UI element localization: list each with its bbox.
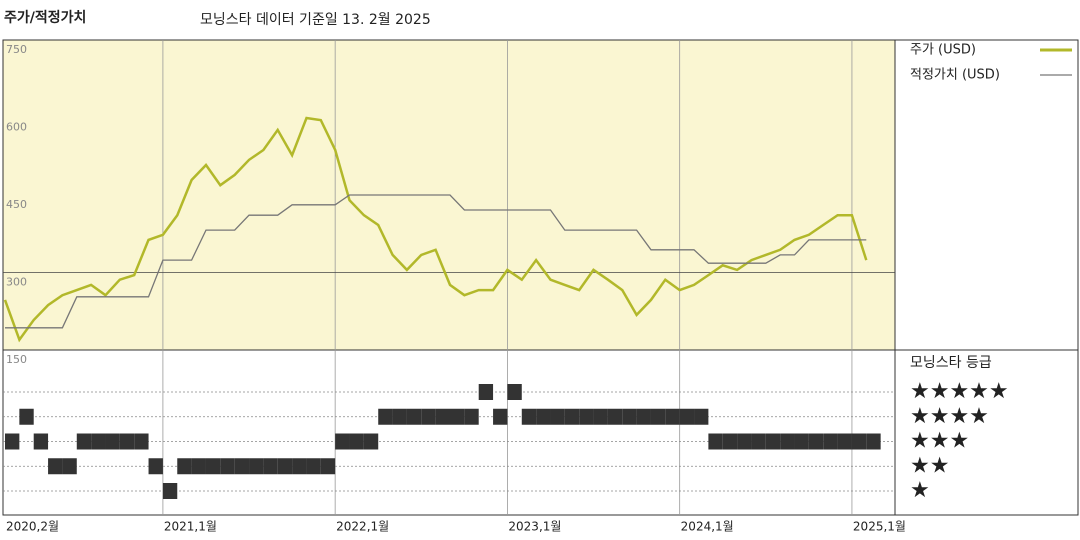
rating-bar bbox=[765, 433, 781, 450]
x-tick-label: 2023,1월 bbox=[508, 520, 561, 534]
rating-bar bbox=[866, 433, 881, 450]
rating-bar bbox=[62, 458, 77, 475]
rating-bar bbox=[335, 433, 350, 450]
rating-bar bbox=[622, 408, 637, 425]
rating-bar bbox=[378, 408, 393, 425]
rating-bar bbox=[205, 458, 221, 475]
rating-bar bbox=[593, 408, 608, 425]
rating-bar bbox=[320, 458, 336, 475]
rating-bar bbox=[450, 408, 465, 425]
rating-bar bbox=[636, 408, 651, 425]
rating-label: ★★★★ bbox=[910, 404, 989, 429]
rating-bar bbox=[851, 433, 867, 450]
rating-bar bbox=[464, 408, 479, 425]
rating-bar bbox=[579, 408, 594, 425]
ratings-title: 모닝스타 등급 bbox=[910, 355, 992, 371]
rating-bar bbox=[435, 408, 450, 425]
rating-bar bbox=[392, 408, 407, 425]
rating-bar bbox=[220, 458, 235, 475]
frame bbox=[2, 39, 1079, 516]
chart-title: 주가/적정가치 bbox=[4, 9, 86, 26]
rating-bar bbox=[277, 458, 293, 475]
rating-bar bbox=[48, 458, 63, 475]
rating-bar bbox=[536, 408, 551, 425]
rating-bar bbox=[694, 408, 709, 425]
rating-bar bbox=[521, 408, 537, 425]
rating-label: ★★★★★ bbox=[910, 379, 1009, 404]
rating-bar bbox=[363, 433, 379, 450]
rating-bar bbox=[493, 408, 508, 425]
y-tick-label: 150 bbox=[6, 353, 27, 366]
rating-bar bbox=[19, 408, 34, 425]
series-line bbox=[5, 194, 867, 329]
rating-label: ★ bbox=[910, 478, 930, 503]
y-tick-label: 750 bbox=[6, 43, 27, 56]
rating-bar bbox=[177, 458, 192, 475]
rating-bar bbox=[421, 408, 436, 425]
rating-bar bbox=[249, 458, 264, 475]
rating-bar bbox=[406, 408, 422, 425]
rating-bar bbox=[607, 408, 623, 425]
rating-bar bbox=[837, 433, 852, 450]
rating-bar bbox=[5, 433, 20, 450]
legend-label: 적정가치 (USD) bbox=[910, 68, 1000, 83]
rating-bar bbox=[722, 433, 738, 450]
rating-bar bbox=[708, 433, 723, 450]
rating-bar bbox=[507, 384, 522, 400]
rating-bar bbox=[263, 458, 278, 475]
rating-bar bbox=[780, 433, 795, 450]
x-tick-label: 2022,1월 bbox=[336, 520, 389, 534]
rating-bar bbox=[751, 433, 766, 450]
rating-bar bbox=[478, 384, 494, 400]
chart-subtitle: 모닝스타 데이터 기준일 13. 2월 2025 bbox=[200, 12, 431, 28]
rating-bar bbox=[119, 433, 135, 450]
legend-label: 주가 (USD) bbox=[910, 43, 976, 58]
rating-label: ★★★ bbox=[910, 429, 969, 454]
rating-bar bbox=[162, 483, 178, 499]
y-tick-label: 300 bbox=[6, 276, 27, 289]
rating-bar bbox=[105, 433, 120, 450]
x-tick-label: 2024,1월 bbox=[681, 520, 734, 534]
rating-bar bbox=[134, 433, 149, 450]
rating-bar bbox=[191, 458, 206, 475]
y-tick-label: 450 bbox=[6, 198, 27, 211]
rating-bar bbox=[148, 458, 163, 475]
rating-bar bbox=[794, 433, 809, 450]
rating-bar bbox=[234, 458, 250, 475]
y-tick-label: 600 bbox=[6, 121, 27, 134]
rating-bar bbox=[91, 433, 106, 450]
rating-bar bbox=[306, 458, 321, 475]
rating-bar bbox=[665, 408, 680, 425]
rating-bar bbox=[76, 433, 92, 450]
x-tick-label: 2020,2월 bbox=[6, 520, 59, 534]
rating-bar bbox=[650, 408, 666, 425]
rating-bar bbox=[550, 408, 565, 425]
x-tick-label: 2021,1월 bbox=[164, 520, 217, 534]
rating-bar bbox=[679, 408, 695, 425]
rating-bar bbox=[564, 408, 580, 425]
rating-bar bbox=[737, 433, 752, 450]
rating-label: ★★ bbox=[910, 453, 949, 478]
rating-bar bbox=[33, 433, 49, 450]
rating-bar bbox=[292, 458, 307, 475]
rating-bar bbox=[808, 433, 824, 450]
series-line bbox=[3, 116, 868, 343]
x-tick-label: 2025,1월 bbox=[853, 520, 906, 534]
rating-bar bbox=[349, 433, 364, 450]
rating-bar bbox=[823, 433, 838, 450]
